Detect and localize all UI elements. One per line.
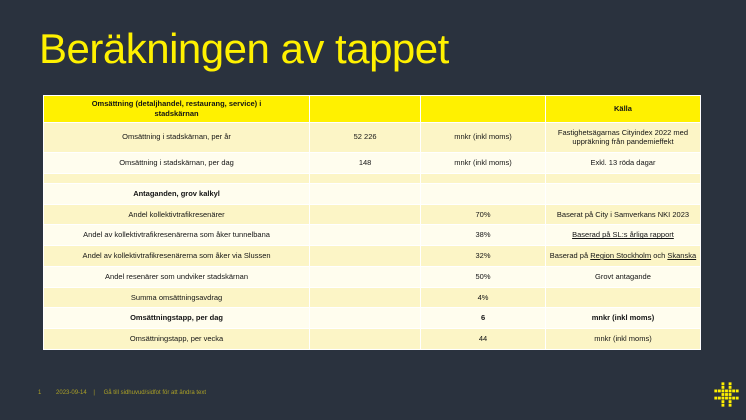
value-cell <box>309 286 422 309</box>
value-cell <box>309 328 422 350</box>
unit-value-cell: mnkr (inkl moms) <box>420 121 546 153</box>
label-cell: Omsättning i stadskärnan, per år <box>42 121 311 153</box>
source-cell: Baserad på SL:s årliga rapport <box>544 224 702 246</box>
unit-value-cell <box>420 182 546 205</box>
source-cell: Exkl. 13 röda dagar <box>544 152 702 174</box>
value-cell <box>309 172 422 184</box>
source-text: Grovt antagande <box>595 271 651 281</box>
unit-value-cell: 32% <box>420 245 546 267</box>
header-cell: Omsättning (detaljhandel, restaurang, se… <box>42 95 311 123</box>
label-cell: Andel av kollektivtrafikresenärerna som … <box>42 245 311 267</box>
table-row: Omsättning i stadskärnan, per dag 148 mnkr… <box>42 152 702 174</box>
label-cell: Omsättningstapp, per dag <box>42 307 311 329</box>
table-row: Omsättning i stadskärnan, per år 52 226 mn… <box>42 121 702 153</box>
source-cell: mnkr (inkl moms) <box>544 328 702 350</box>
label-cell: Andel resenärer som undviker stadskärnan <box>42 265 311 288</box>
label-cell: Summa omsättningsavdrag <box>42 286 311 309</box>
calculation-table: Omsättning (detaljhandel, restaurang, se… <box>42 95 702 350</box>
source-cell: Baserat på City i Samverkans NKI 2023 <box>544 203 702 226</box>
value-cell <box>309 245 422 267</box>
unit-value-cell: 44 <box>420 328 546 350</box>
unit-value-cell: 6 <box>420 307 546 329</box>
source-text: mnkr (inkl moms) <box>591 313 655 323</box>
unit-value-cell: 70% <box>420 203 546 226</box>
source-text: och <box>651 251 668 260</box>
footer-note: Gå till sidhuvud/sidfot för att ändra te… <box>103 390 207 396</box>
value-cell <box>309 224 422 246</box>
page-number: 1 <box>38 390 42 396</box>
source-cell <box>544 172 702 184</box>
table-row: Omsättningstapp, per dag 6 mnkr (inkl moms… <box>42 307 702 329</box>
table-row: Andel av kollektivtrafikresenärerna som … <box>42 245 702 267</box>
label-cell <box>42 172 311 184</box>
table-header: Omsättning (detaljhandel, restaurang, se… <box>42 95 702 123</box>
header-cell: Källa <box>544 95 702 123</box>
unit-value-cell: 4% <box>420 286 546 309</box>
table-row: Omsättningstapp, per vecka 44 mnkr (inkl m… <box>42 328 702 350</box>
source-cell: Baserad på Region Stockholm och Skanska <box>544 245 702 267</box>
table-row <box>42 172 702 184</box>
source-link[interactable]: Region Stockholm <box>590 251 652 260</box>
unit-value-cell <box>420 172 546 184</box>
label-cell: Andel kollektivtrafikresenärer <box>42 203 311 226</box>
source-text: Exkl. 13 röda dagar <box>590 158 656 167</box>
value-cell <box>309 182 422 205</box>
source-cell: Fastighetsägarnas Cityindex 2022 med upp… <box>544 121 702 153</box>
header-cell <box>309 95 422 123</box>
hash-dots-logo-icon <box>714 382 739 407</box>
footer-date: 2023-09-14 <box>56 390 87 396</box>
label-cell: Andel av kollektivtrafikresenärerna som … <box>42 224 311 246</box>
value-cell <box>309 203 422 226</box>
label-cell: Omsättningstapp, per vecka <box>42 328 311 350</box>
source-text: Baserad på <box>549 251 591 260</box>
source-text: Baserat på City i Samverkans NKI 2023 <box>556 209 690 219</box>
value-cell <box>309 265 422 288</box>
table-row: Andel resenärer som undviker stadskärnan… <box>42 265 702 288</box>
page-title: Beräkningen av tappet <box>39 25 449 72</box>
table-row: Andel av kollektivtrafikresenärerna som … <box>42 224 702 246</box>
value-cell <box>309 307 422 329</box>
source-link[interactable]: Skanska <box>667 251 697 260</box>
unit-value-cell: 38% <box>420 224 546 246</box>
table-row: Andel kollektivtrafikresenärer 70% Baserat… <box>42 203 702 226</box>
source-cell: Grovt antagande <box>544 265 702 288</box>
unit-value-cell: 50% <box>420 265 546 288</box>
table-row: Antaganden, grov kalkyl <box>42 182 702 205</box>
label-cell: Antaganden, grov kalkyl <box>42 182 311 205</box>
label-cell: Omsättning i stadskärnan, per dag <box>42 152 311 174</box>
value-cell: 148 <box>309 152 422 174</box>
value-cell: 52 226 <box>309 121 422 153</box>
source-cell: mnkr (inkl moms) <box>544 307 702 329</box>
unit-value-cell: mnkr (inkl moms) <box>420 152 546 174</box>
source-text: mnkr (inkl moms) <box>594 334 652 343</box>
source-link[interactable]: Baserad på SL:s årliga rapport <box>572 230 674 240</box>
source-cell <box>544 182 702 205</box>
header-cell <box>420 95 546 123</box>
source-cell <box>544 286 702 309</box>
table-row: Summa omsättningsavdrag 4% <box>42 286 702 309</box>
footer-separator: | <box>93 390 95 396</box>
source-text: Fastighetsägarnas Cityindex 2022 med upp… <box>557 127 688 147</box>
slide-footer: 1 2023-09-14 | Gå till sidhuvud/sidfot f… <box>38 390 206 396</box>
